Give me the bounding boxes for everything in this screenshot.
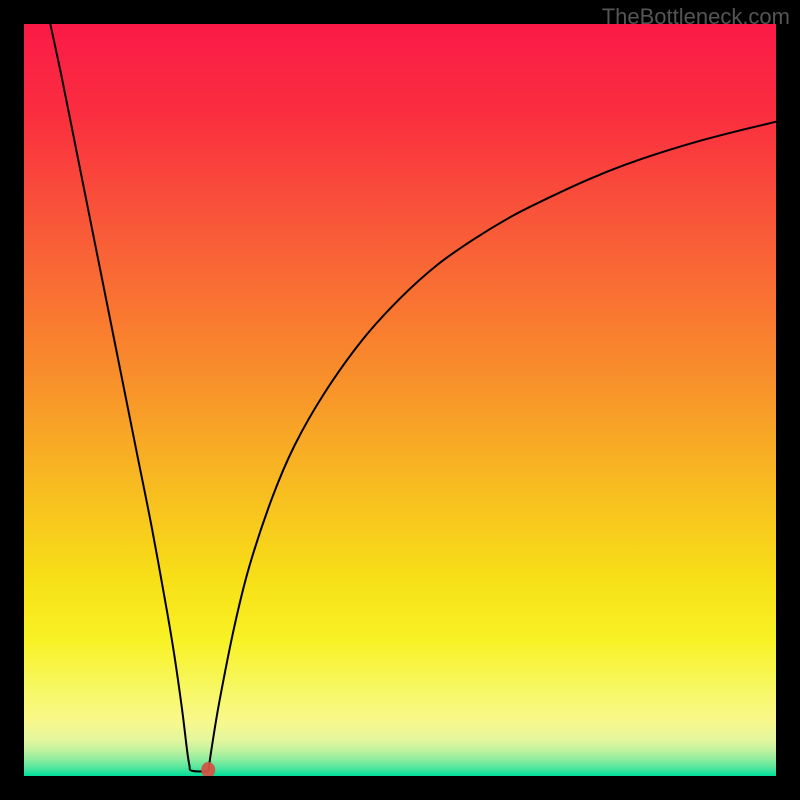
watermark-text: TheBottleneck.com: [602, 4, 790, 30]
chart-container: TheBottleneck.com: [0, 0, 800, 800]
bottleneck-chart: [0, 0, 800, 800]
plot-background: [24, 24, 776, 776]
minimum-marker: [201, 762, 215, 778]
